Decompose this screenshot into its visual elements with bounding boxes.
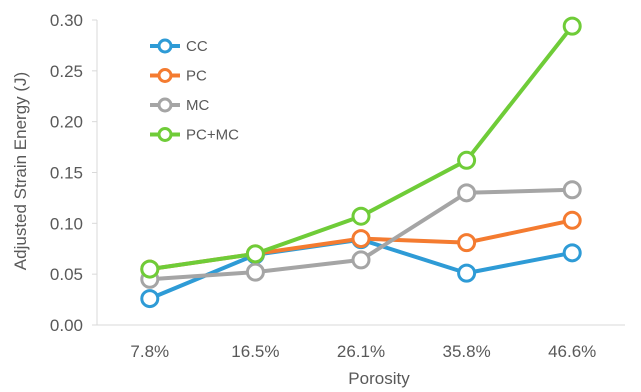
x-tick-label: 35.8% (442, 342, 490, 361)
data-point-pc-mc (245, 244, 265, 264)
y-tick-label: 0.05 (50, 265, 83, 284)
y-tick-label: 0.10 (50, 214, 83, 233)
legend-marker-pc (157, 68, 173, 83)
data-point-cc (457, 263, 477, 283)
data-point-cc (562, 243, 582, 263)
series-markers (140, 16, 582, 309)
data-point-mc (351, 250, 371, 270)
y-tick-label: 0.25 (50, 62, 83, 81)
y-tick-label: 0.15 (50, 164, 83, 183)
legend-marker-cc (157, 38, 173, 54)
x-axis-title: Porosity (348, 369, 410, 388)
y-tick-label: 0.00 (50, 316, 83, 335)
legend-marker-mc (157, 97, 173, 113)
data-point-mc (562, 180, 582, 200)
x-tick-label: 7.8% (130, 342, 169, 361)
data-point-pc-mc (351, 206, 371, 226)
data-point-mc (457, 183, 477, 203)
legend-marker-pc-mc (157, 127, 173, 142)
x-axis-ticks: 7.8% 16.5% 26.1% 35.8% 46.6% (130, 342, 596, 361)
y-axis-title: Adjusted Strain Energy (J) (11, 72, 30, 270)
data-point-pc-mc (562, 16, 582, 36)
x-tick-label: 46.6% (548, 342, 596, 361)
data-point-pc (457, 233, 477, 253)
y-tick-label: 0.30 (50, 11, 83, 30)
data-point-pc (351, 229, 371, 249)
data-point-mc (245, 262, 265, 282)
y-tick-label: 0.20 (50, 113, 83, 132)
data-point-pc (562, 210, 582, 230)
data-point-pc-mc (457, 150, 477, 170)
legend-label-cc: CC (186, 38, 208, 55)
data-point-pc-mc (140, 259, 160, 279)
data-point-cc (140, 289, 160, 309)
legend-label-mc: MC (186, 97, 209, 114)
legend: CC PC MC PC+MC (150, 38, 239, 144)
x-tick-label: 16.5% (231, 342, 279, 361)
legend-label-pc: PC (186, 68, 207, 85)
y-axis-ticks: 0.00 0.05 0.10 0.15 0.20 0.25 0.30 (50, 11, 97, 335)
x-tick-label: 26.1% (337, 342, 385, 361)
legend-label-pc-mc: PC+MC (186, 127, 239, 144)
